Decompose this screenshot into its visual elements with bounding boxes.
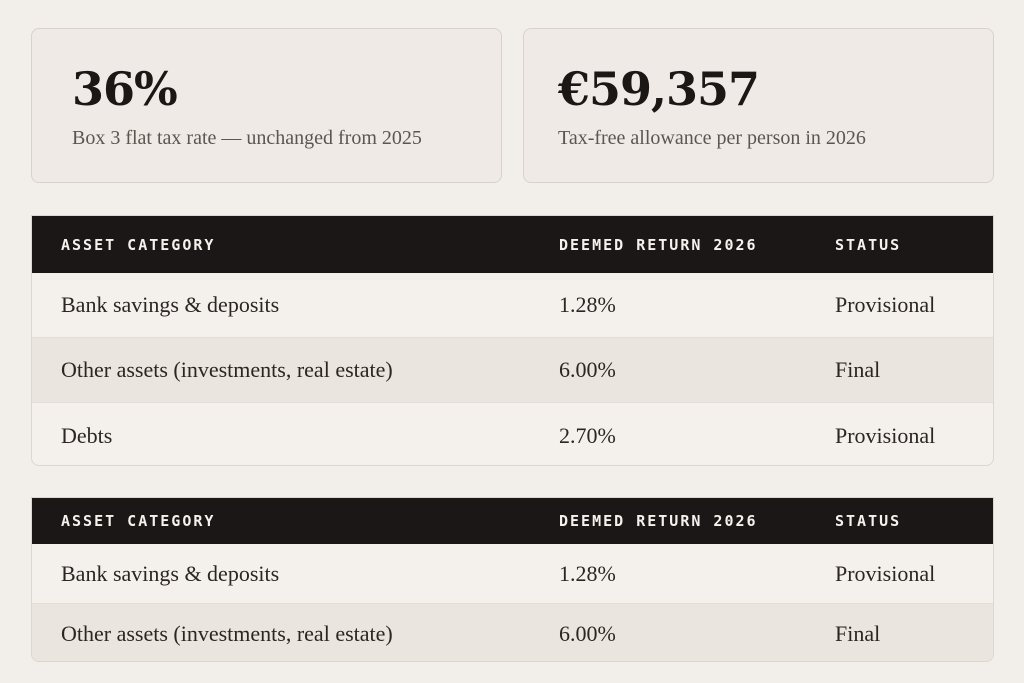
cell-asset-category: Other assets (investments, real estate) bbox=[61, 621, 393, 646]
header-deemed-return: DEEMED RETURN 2026 bbox=[559, 235, 758, 254]
cell-deemed-return: 6.00% bbox=[559, 621, 616, 646]
cell-deemed-return: 1.28% bbox=[559, 292, 616, 317]
header-status: STATUS bbox=[835, 235, 902, 254]
cell-status: Final bbox=[835, 357, 881, 382]
table-row: Debts 2.70% Provisional bbox=[32, 403, 993, 465]
deemed-return-table-compact: ASSET CATEGORY DEEMED RETURN 2026 STATUS… bbox=[31, 497, 994, 662]
cell-status: Provisional bbox=[835, 560, 936, 586]
header-deemed-return: DEEMED RETURN 2026 bbox=[559, 512, 758, 530]
tax-rate-value: 36% bbox=[72, 62, 178, 116]
cell-asset-category: Debts bbox=[61, 422, 113, 448]
cell-asset-category: Other assets (investments, real estate) bbox=[61, 357, 393, 382]
allowance-value: €59,357 bbox=[558, 62, 760, 116]
header-status: STATUS bbox=[835, 512, 902, 530]
cell-deemed-return: 1.28% bbox=[559, 560, 616, 586]
cell-status: Final bbox=[835, 621, 881, 646]
table-row: Bank savings & deposits 1.28% Provisiona… bbox=[32, 273, 993, 338]
table-row: Other assets (investments, real estate) … bbox=[32, 338, 993, 403]
cell-deemed-return: 2.70% bbox=[559, 422, 616, 448]
table-header: ASSET CATEGORY DEEMED RETURN 2026 STATUS bbox=[32, 498, 993, 544]
cell-status: Provisional bbox=[835, 292, 936, 317]
cell-asset-category: Bank savings & deposits bbox=[61, 560, 280, 586]
deemed-return-table: ASSET CATEGORY DEEMED RETURN 2026 STATUS… bbox=[31, 215, 994, 466]
cell-asset-category: Bank savings & deposits bbox=[61, 292, 280, 317]
allowance-card: €59,357 Tax-free allowance per person in… bbox=[523, 28, 994, 183]
tax-rate-card: 36% Box 3 flat tax rate — unchanged from… bbox=[31, 28, 502, 183]
table-row: Other assets (investments, real estate) … bbox=[32, 604, 993, 661]
tax-rate-caption: Box 3 flat tax rate — unchanged from 202… bbox=[72, 127, 422, 149]
table-row: Bank savings & deposits 1.28% Provisiona… bbox=[32, 544, 993, 604]
header-asset-category: ASSET CATEGORY bbox=[61, 512, 216, 530]
cell-status: Provisional bbox=[835, 422, 936, 448]
cell-deemed-return: 6.00% bbox=[559, 357, 616, 382]
table-header: ASSET CATEGORY DEEMED RETURN 2026 STATUS bbox=[32, 216, 993, 273]
allowance-caption: Tax-free allowance per person in 2026 bbox=[558, 127, 866, 149]
header-asset-category: ASSET CATEGORY bbox=[61, 235, 216, 254]
